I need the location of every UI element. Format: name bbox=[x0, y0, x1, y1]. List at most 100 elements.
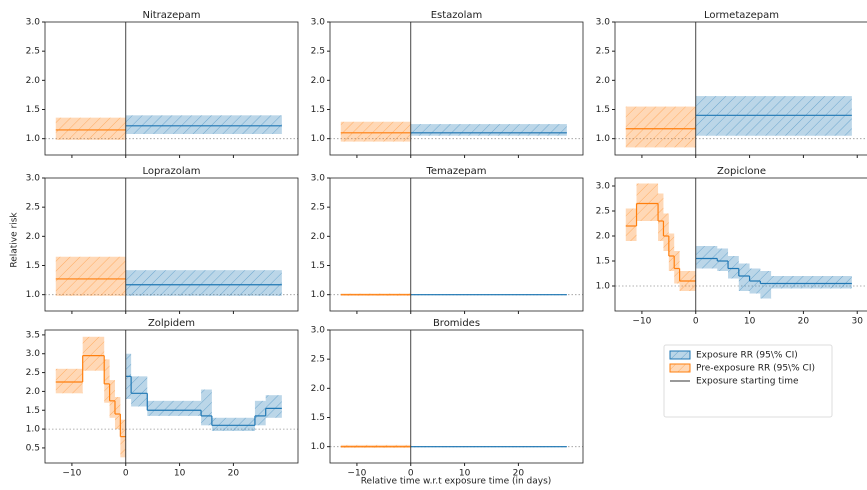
legend-swatch bbox=[669, 363, 691, 373]
x-tick-label: 0 bbox=[693, 317, 699, 327]
ci-band bbox=[147, 400, 180, 416]
y-tick-label: 3.0 bbox=[311, 326, 326, 336]
axes-frame bbox=[329, 329, 584, 464]
y-tick-label: 1.5 bbox=[26, 105, 40, 115]
y-tick-label: 2.5 bbox=[311, 47, 325, 57]
legend-label: Pre-exposure RR (95\% CI) bbox=[696, 364, 815, 374]
y-tick-label: 1.0 bbox=[26, 425, 41, 435]
y-tick-label: 1.0 bbox=[311, 442, 326, 452]
panel-title: Nitrazepam bbox=[142, 10, 200, 21]
y-tick-label: 2.0 bbox=[596, 232, 611, 242]
plot-area bbox=[45, 115, 298, 140]
panel: Temazepam 1.0 1.5 2.0 2.5 3.0 bbox=[311, 166, 584, 314]
ci-band bbox=[201, 389, 212, 426]
ci-band bbox=[211, 417, 255, 431]
y-tick-label: 2.0 bbox=[311, 76, 326, 86]
y-tick-label: 2.5 bbox=[26, 203, 40, 213]
axes-frame bbox=[329, 21, 584, 156]
panel-title: Estazolam bbox=[431, 10, 483, 21]
legend-label: Exposure RR (95\% CI) bbox=[696, 351, 798, 361]
ci-band bbox=[717, 248, 729, 271]
ci-band bbox=[55, 368, 83, 394]
y-tick-label: 3.5 bbox=[26, 330, 40, 340]
legend-label: Exposure starting time bbox=[696, 377, 799, 387]
plot-area bbox=[330, 444, 583, 448]
plot-area bbox=[330, 293, 583, 296]
y-tick-label: 2.0 bbox=[26, 387, 41, 397]
panel: Estazolam 1.0 1.5 2.0 2.5 3.0 bbox=[311, 10, 584, 158]
panel-title: Zolpidem bbox=[148, 318, 195, 329]
y-tick-label: 3.0 bbox=[26, 18, 41, 28]
panel-title: Lormetazepam bbox=[704, 10, 779, 21]
y-tick-label: 2.5 bbox=[311, 203, 325, 213]
x-tick-label: 10 bbox=[744, 317, 756, 327]
ci-band bbox=[695, 246, 718, 269]
y-tick-label: 2.0 bbox=[311, 232, 326, 242]
axes-frame bbox=[329, 177, 584, 312]
y-tick-label: 3.0 bbox=[596, 18, 611, 28]
panel-title: Loprazolam bbox=[142, 166, 200, 177]
y-tick-label: 1.0 bbox=[26, 134, 41, 144]
y-tick-label: 1.0 bbox=[596, 282, 611, 292]
ci-band bbox=[104, 359, 110, 403]
x-tick-label: 10 bbox=[459, 469, 471, 479]
y-tick-label: 1.0 bbox=[311, 290, 326, 300]
y-tick-label: 1.0 bbox=[311, 134, 326, 144]
axes-frame bbox=[44, 21, 299, 156]
legend-frame bbox=[663, 344, 833, 418]
x-tick-label: −10 bbox=[347, 469, 366, 479]
x-tick-label: 10 bbox=[174, 469, 186, 479]
axes-frame bbox=[44, 329, 299, 464]
plot-area bbox=[45, 256, 298, 296]
legend: Exposure RR (95\% CI) Pre-exposure RR (95… bbox=[663, 344, 833, 418]
y-tick-label: 1.5 bbox=[311, 413, 325, 423]
y-tick-label: 1.5 bbox=[26, 406, 40, 416]
y-tick-label: 1.5 bbox=[596, 257, 610, 267]
ci-band bbox=[625, 106, 696, 148]
ci-band bbox=[663, 213, 669, 251]
y-tick-label: 1.5 bbox=[26, 261, 40, 271]
ci-band bbox=[771, 276, 852, 289]
axes-frame bbox=[614, 21, 867, 156]
axes-frame bbox=[44, 177, 299, 312]
ci-band bbox=[625, 208, 637, 241]
ci-band bbox=[728, 256, 739, 279]
y-tick-label: 1.5 bbox=[596, 105, 610, 115]
x-tick-label: 20 bbox=[798, 317, 810, 327]
y-tick-label: 2.5 bbox=[26, 368, 40, 378]
y-tick-label: 2.0 bbox=[26, 232, 41, 242]
ci-band bbox=[636, 183, 659, 221]
ci-band bbox=[254, 400, 266, 426]
axes-frame bbox=[614, 177, 867, 312]
ci-band bbox=[109, 380, 115, 418]
ci-band bbox=[265, 395, 282, 418]
x-tick-label: 0 bbox=[408, 469, 414, 479]
plot-area bbox=[330, 121, 583, 142]
ci-band bbox=[179, 400, 202, 416]
y-tick-label: 2.0 bbox=[311, 384, 326, 394]
y-tick-label: 3.0 bbox=[311, 18, 326, 28]
ci-band bbox=[55, 117, 126, 140]
ci-band bbox=[125, 115, 282, 134]
x-tick-label: −10 bbox=[62, 469, 81, 479]
ci-band bbox=[55, 256, 126, 296]
panel-title: Temazepam bbox=[425, 166, 486, 177]
y-tick-label: 2.5 bbox=[596, 47, 610, 57]
x-tick-label: 0 bbox=[123, 469, 129, 479]
ci-band bbox=[120, 419, 126, 458]
y-tick-label: 3.0 bbox=[311, 174, 326, 184]
ci-band bbox=[125, 270, 282, 296]
ci-band bbox=[340, 121, 411, 142]
y-tick-label: 2.5 bbox=[596, 207, 610, 217]
panel-title: Bromides bbox=[433, 318, 480, 329]
ci-band bbox=[131, 376, 148, 407]
panel-title: Zopiclone bbox=[717, 166, 766, 177]
x-tick-label: −10 bbox=[632, 317, 651, 327]
panel: Zopiclone 1.0 1.5 2.0 2.5 3.0 −10 0 10 20 30 bbox=[596, 166, 867, 327]
panel: Bromides 1.0 1.5 2.0 2.5 3.0 −10 0 10 20 bbox=[311, 318, 584, 479]
y-tick-label: 1.0 bbox=[26, 290, 41, 300]
ci-band bbox=[760, 271, 772, 299]
panel: Zolpidem 0.5 1.0 1.5 2.0 2.5 3.0 3.5 −10 0 10 20 bbox=[26, 318, 299, 479]
legend-swatch bbox=[669, 350, 691, 360]
